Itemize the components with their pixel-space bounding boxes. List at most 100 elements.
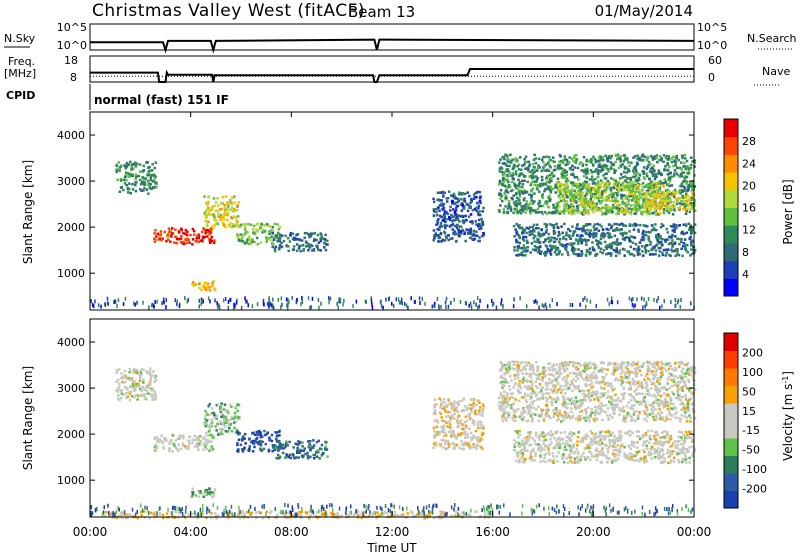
echo-mark — [128, 392, 132, 395]
echo-mark — [295, 249, 299, 252]
echo-mark — [502, 394, 506, 398]
echo-mark — [660, 173, 664, 176]
echo-mark — [517, 407, 520, 411]
echo-mark — [599, 411, 602, 414]
echo-mark — [521, 254, 524, 257]
echo-mark — [574, 401, 577, 404]
echo-mark — [670, 300, 672, 304]
echo-mark — [136, 300, 138, 305]
echo-mark — [148, 169, 151, 173]
echo-mark — [655, 207, 658, 210]
echo-mark — [213, 413, 216, 417]
echo-mark — [205, 285, 208, 288]
echo-mark — [586, 212, 590, 215]
y-tick-label: 3000 — [57, 175, 85, 188]
echo-mark — [566, 160, 569, 163]
echo-mark — [296, 233, 300, 236]
echo-mark — [263, 433, 267, 437]
echo-mark — [464, 301, 467, 305]
echo-mark — [658, 186, 661, 190]
echo-mark — [228, 426, 231, 430]
echo-mark — [536, 240, 539, 243]
echo-mark — [622, 202, 626, 205]
echo-mark — [625, 415, 628, 419]
echo-mark — [676, 390, 679, 393]
echo-mark — [683, 189, 687, 192]
echo-mark — [577, 186, 581, 189]
echo-mark — [566, 415, 569, 418]
echo-mark — [284, 234, 287, 237]
echo-mark — [156, 438, 160, 441]
echo-mark — [658, 382, 661, 385]
echo-mark — [208, 493, 212, 496]
echo-mark — [443, 191, 446, 194]
echo-mark — [542, 183, 545, 187]
echo-mark — [201, 239, 204, 243]
echo-mark — [668, 235, 671, 238]
echo-mark — [665, 369, 668, 373]
echo-mark — [533, 183, 536, 187]
echo-mark — [515, 184, 518, 188]
echo-mark — [666, 248, 669, 251]
echo-mark — [614, 404, 617, 408]
echo-mark — [534, 248, 537, 252]
echo-mark — [539, 204, 543, 208]
echo-mark — [689, 207, 692, 210]
echo-mark — [315, 440, 319, 444]
echo-mark — [600, 159, 604, 162]
echo-mark — [271, 228, 274, 232]
echo-mark — [536, 251, 540, 254]
echo-mark — [134, 165, 137, 168]
echo-mark — [546, 200, 549, 203]
echo-mark — [154, 443, 157, 447]
echo-mark — [539, 233, 542, 236]
echo-mark — [623, 236, 627, 240]
echo-mark — [671, 250, 674, 253]
echo-mark — [520, 251, 523, 255]
echo-mark — [538, 235, 542, 238]
echo-mark — [656, 411, 660, 415]
echo-mark — [556, 302, 558, 306]
echo-mark — [555, 202, 558, 205]
echo-mark — [693, 185, 697, 188]
echo-mark — [660, 386, 664, 390]
echo-mark — [607, 160, 610, 163]
echo-mark — [630, 298, 633, 303]
echo-mark — [195, 444, 198, 447]
echo-mark — [579, 254, 582, 257]
echo-mark — [303, 447, 306, 450]
echo-mark — [143, 396, 147, 399]
echo-mark — [683, 238, 687, 241]
echo-mark — [607, 228, 610, 231]
echo-mark — [576, 166, 580, 170]
echo-mark — [585, 181, 588, 184]
echo-mark — [602, 165, 605, 168]
echo-mark — [682, 185, 686, 188]
echo-mark — [585, 170, 588, 173]
echo-mark — [421, 296, 424, 301]
echo-mark — [506, 164, 509, 167]
echo-mark — [277, 231, 280, 235]
echo-mark — [501, 386, 504, 389]
echo-mark — [583, 394, 587, 398]
echo-mark — [521, 237, 525, 241]
echo-mark — [365, 300, 368, 304]
echo-mark — [570, 157, 574, 160]
echo-mark — [603, 205, 607, 208]
echo-mark — [595, 365, 598, 368]
echo-mark — [131, 182, 134, 186]
echo-mark — [236, 233, 239, 236]
echo-mark — [541, 303, 543, 308]
echo-mark — [595, 227, 599, 230]
echo-mark — [519, 156, 522, 159]
echo-mark — [446, 212, 450, 216]
echo-mark — [596, 182, 599, 185]
nsearch-label: N.Search — [747, 32, 797, 45]
echo-mark — [562, 158, 565, 162]
echo-mark — [609, 254, 613, 257]
echo-mark — [433, 236, 436, 240]
echo-mark — [585, 250, 589, 254]
echo-mark — [498, 161, 501, 164]
echo-mark — [117, 385, 121, 388]
echo-mark — [674, 161, 677, 164]
